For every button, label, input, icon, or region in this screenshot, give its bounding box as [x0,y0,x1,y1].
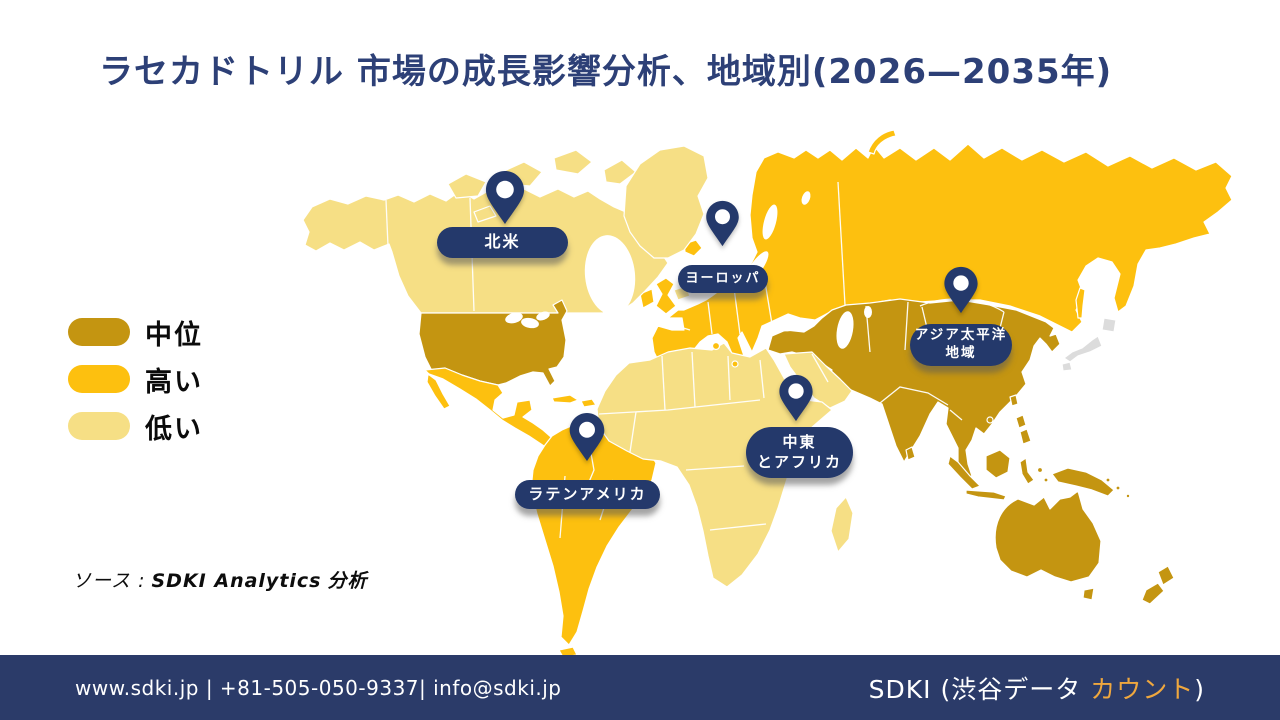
footer-brand-suffix: ) [1194,674,1205,704]
location-pin-icon-asia-pacific [944,266,978,314]
footer-contact: www.sdki.jp | +81-505-050-9337| info@sdk… [75,675,562,700]
region-sumatra [947,455,981,490]
region-label-text: ラテンアメリカ [528,484,647,503]
caspian-sea [836,311,854,349]
region-australia [994,490,1102,583]
region-ireland [639,288,655,309]
region-label-europe: ヨーロッパ [678,265,768,293]
region-solomons [1125,493,1131,499]
region-mexico-central-america [424,367,573,461]
region-madagascar [830,496,854,553]
region-africa [596,342,833,588]
location-pin-icon-latin-america [569,412,605,462]
region-label-latin-america: ラテンアメリカ [515,480,660,509]
region-tasmania [1082,587,1095,601]
legend-label-medium: 中位 [145,319,203,351]
region-philippines [1019,428,1032,445]
region-taiwan [1009,394,1019,407]
region-label-text: 北米 [484,232,521,252]
region-new-zealand-north [1157,565,1175,586]
great-lake [505,312,523,324]
aral-sea [864,306,872,318]
region-sicily [731,360,739,368]
region-japan-hokkaido [1101,317,1117,333]
hudson-bay [584,235,636,315]
region-java [965,489,1007,501]
region-sakhalin [1075,287,1086,319]
gulf-of-bothnia [762,204,778,240]
black-sea [773,318,807,332]
region-solomons [1115,485,1121,491]
region-moluccas [1036,466,1044,474]
legend-swatch-high [68,365,130,393]
footer-brand-prefix: SDKI (渋谷データ [868,674,1091,704]
white-sea [801,191,811,205]
region-japan-kyushu [1061,361,1073,372]
region-moluccas [1043,477,1049,483]
source-suffix: 分析 [327,570,368,592]
region-arctic-isle-russia [867,129,897,155]
region-hispaniola [580,398,597,408]
region-sri-lanka [905,446,916,461]
region-arctic-island [447,173,487,199]
footer-brand: SDKI (渋谷データ カウント) [869,670,1205,706]
legend-item-medium: 中位 [68,318,203,351]
region-sardinia [711,341,721,351]
region-label-asia-pacific: アジア太平洋 地域 [910,324,1012,366]
region-label-middle-east-africa: 中東 とアフリカ [746,427,853,478]
region-solomons [1105,477,1111,483]
sea-overlays [505,191,872,349]
footer-brand-highlight: カウント [1090,674,1195,704]
region-label-north-america: 北米 [437,227,568,258]
region-sulawesi [1019,457,1035,485]
region-philippines [1015,414,1027,429]
region-baja-california [426,373,451,410]
james-bay [604,307,620,333]
source-brand: SDKI Analytics [151,570,322,592]
legend-item-low: 低い [68,412,203,445]
source-prefix: ソース : [72,570,146,592]
region-label-text: ヨーロッパ [685,270,761,286]
legend-label-low: 低い [145,413,203,445]
source-note: ソース : SDKI Analytics 分析 [72,566,368,593]
region-uk [655,277,677,315]
region-label-text: とアフリカ [756,452,842,471]
region-greenland [623,145,709,259]
region-new-zealand-south [1141,582,1165,605]
region-label-text: 中東 [782,433,817,451]
legend: 中位 高い 低い [68,318,203,459]
region-label-text: アジア太平洋 [914,327,1008,344]
region-japan-honshu [1063,335,1103,363]
region-cuba [551,394,579,404]
region-arctic-island [603,159,637,185]
region-borneo [985,449,1011,479]
legend-item-high: 高い [68,365,203,398]
location-pin-icon-europe [706,200,739,247]
region-new-guinea [1051,467,1115,497]
great-lake [521,317,539,329]
region-arctic-island [553,149,593,175]
page-title: ラセカドトリル 市場の成長影響分析、地域別(2026—2035年) [99,52,1113,92]
region-hainan [986,416,994,424]
legend-swatch-low [68,412,130,440]
location-pin-icon-north-america [485,171,525,224]
legend-label-high: 高い [145,366,203,398]
region-label-text: 地域 [945,345,977,361]
region-arctic-island [473,205,497,223]
great-lake [536,311,550,321]
legend-swatch-medium [68,318,130,346]
location-pin-icon-middle-east-africa [779,374,813,422]
footer-bar: www.sdki.jp | +81-505-050-9337| info@sdk… [0,655,1280,720]
